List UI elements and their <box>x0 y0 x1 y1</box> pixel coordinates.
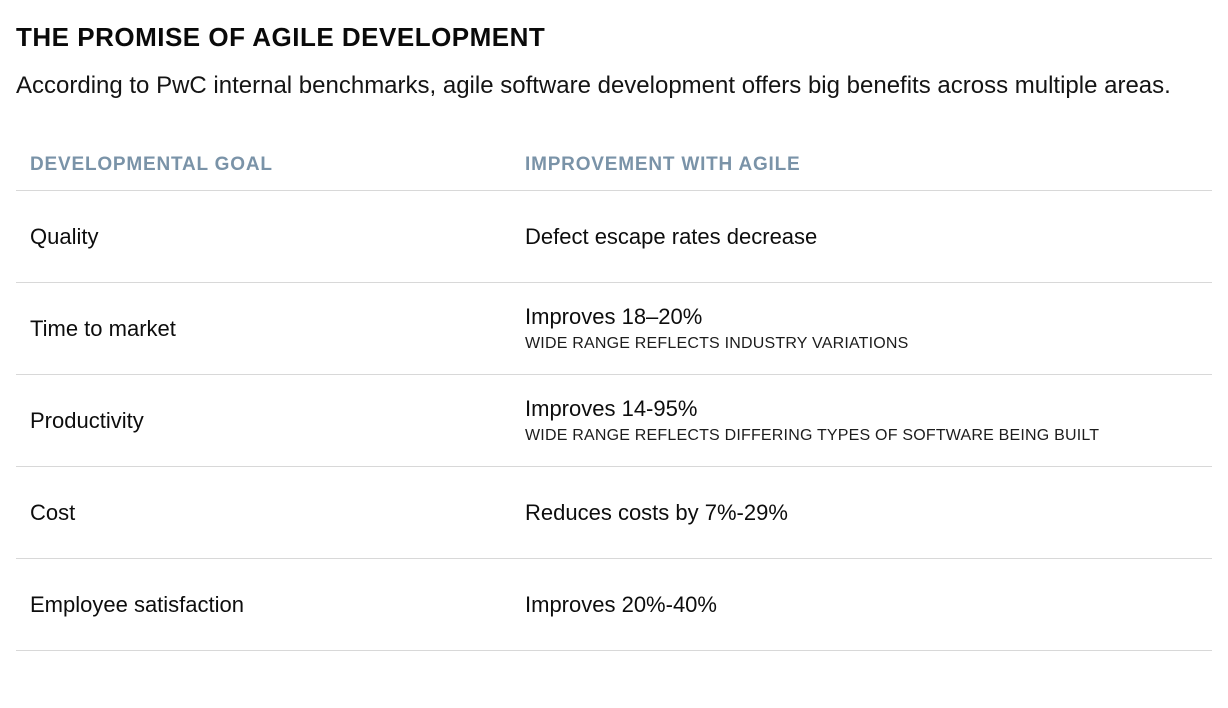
goal-cell: Productivity <box>30 407 144 433</box>
goal-cell: Time to market <box>30 315 176 341</box>
page-title: THE PROMISE OF AGILE DEVELOPMENT <box>16 22 546 52</box>
improvement-cell: Improves 18–20% WIDE RANGE REFLECTS INDU… <box>525 304 1204 353</box>
improvement-cell: Improves 20%-40% <box>525 592 1204 618</box>
improvement-note: WIDE RANGE REFLECTS INDUSTRY VARIATIONS <box>525 335 909 353</box>
improvement-cell: Reduces costs by 7%-29% <box>525 500 1204 526</box>
improvement-note: WIDE RANGE REFLECTS DIFFERING TYPES OF S… <box>525 427 1100 445</box>
improvement-value: Improves 20%-40% <box>525 591 717 617</box>
table-row: Employee satisfaction Improves 20%-40% <box>16 559 1212 652</box>
page-subtitle: According to PwC internal benchmarks, ag… <box>16 72 1171 99</box>
page-container: THE PROMISE OF AGILE DEVELOPMENT Accordi… <box>16 22 1212 652</box>
goal-cell: Quality <box>30 223 99 249</box>
goal-cell: Cost <box>30 499 76 525</box>
table-header-row: DEVELOPMENTAL GOAL IMPROVEMENT WITH AGIL… <box>16 139 1212 192</box>
column-header-developmental-goal: DEVELOPMENTAL GOAL <box>30 153 273 175</box>
table-row: Cost Reduces costs by 7%-29% <box>16 467 1212 560</box>
table-row: Time to market Improves 18–20% WIDE RANG… <box>16 283 1212 376</box>
improvement-value: Improves 18–20% <box>525 304 703 330</box>
improvement-value: Defect escape rates decrease <box>525 223 818 249</box>
improvement-cell: Defect escape rates decrease <box>525 224 1204 250</box>
benefits-table: DEVELOPMENTAL GOAL IMPROVEMENT WITH AGIL… <box>16 139 1212 652</box>
table-row: Productivity Improves 14-95% WIDE RANGE … <box>16 375 1212 468</box>
improvement-value: Improves 14-95% <box>525 396 698 422</box>
goal-cell: Employee satisfaction <box>30 591 244 617</box>
column-header-improvement-with-agile: IMPROVEMENT WITH AGILE <box>525 153 801 175</box>
improvement-cell: Improves 14-95% WIDE RANGE REFLECTS DIFF… <box>525 396 1204 445</box>
improvement-value: Reduces costs by 7%-29% <box>525 499 788 525</box>
table-row: Quality Defect escape rates decrease <box>16 191 1212 284</box>
